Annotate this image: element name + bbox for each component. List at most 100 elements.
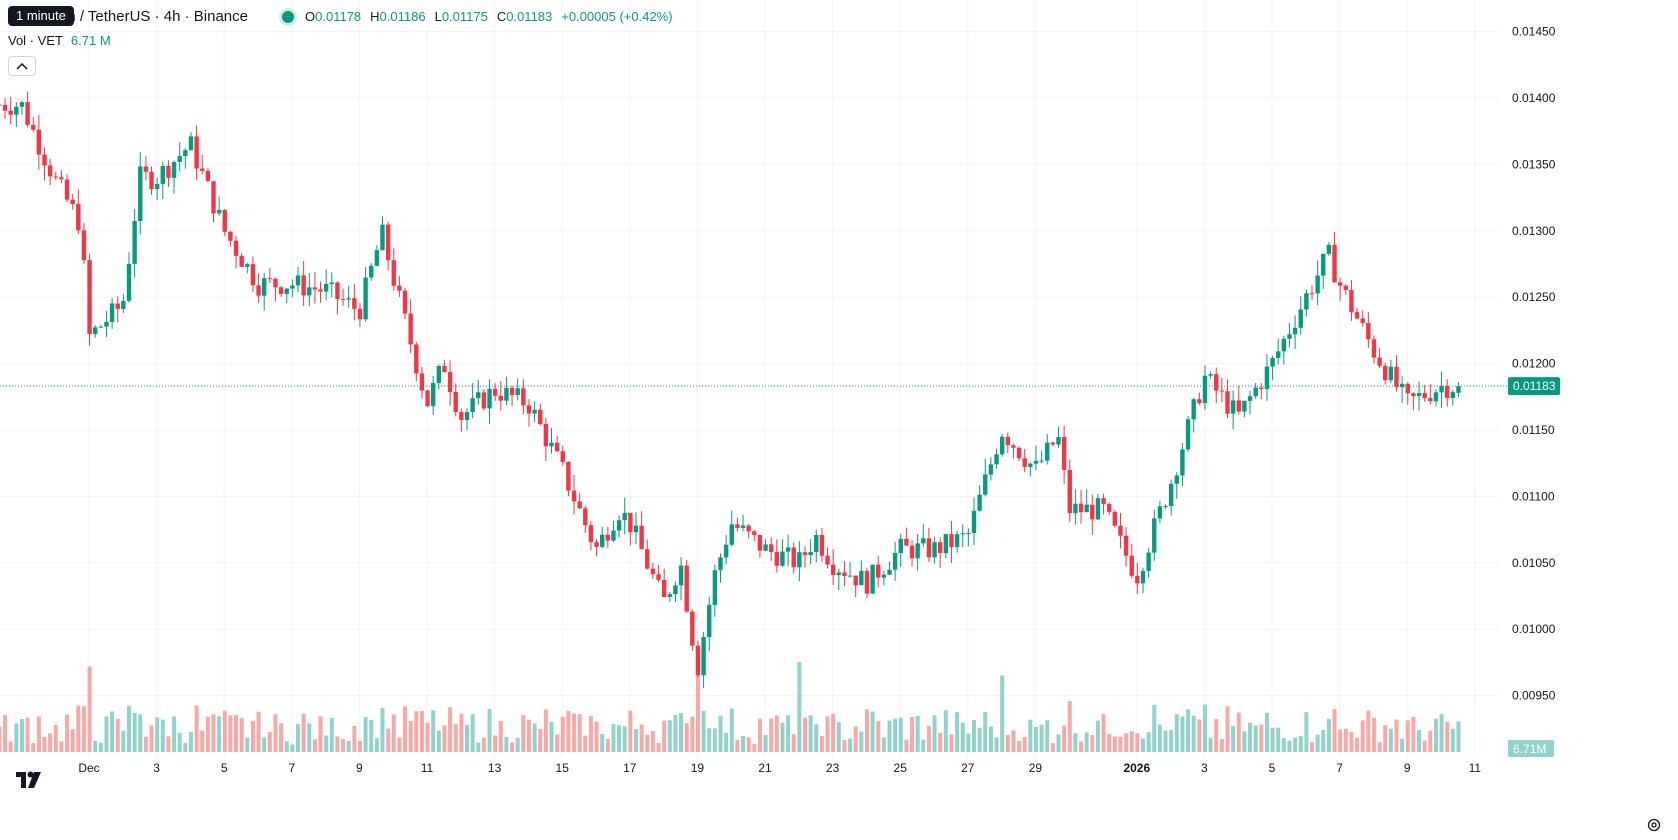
candle-body (1140, 570, 1146, 584)
candle-body (47, 165, 53, 177)
candle-body (673, 585, 678, 595)
market-status-icon[interactable] (282, 11, 294, 23)
candle-body (836, 572, 841, 575)
volume-bar (1281, 738, 1286, 752)
volume-bar (707, 728, 712, 752)
candle-body (1011, 445, 1016, 448)
volume-bar (667, 720, 672, 752)
volume-bar (904, 739, 909, 752)
candle-body (842, 572, 847, 576)
volume-bar (70, 729, 75, 752)
candle-body (583, 508, 588, 526)
volume-bar (1293, 737, 1298, 752)
volume-bar (341, 739, 346, 752)
volume-bar (1039, 724, 1044, 752)
candle-body (1236, 400, 1241, 412)
volume-bar (656, 743, 661, 752)
volume-bar (329, 718, 334, 752)
candle-body (1405, 383, 1410, 394)
volume-bar (155, 717, 160, 752)
volume-legend[interactable]: Vol · VET 6.71 M (8, 32, 111, 50)
volume-bar (735, 739, 740, 752)
candle-body (543, 424, 549, 447)
candle-body (76, 204, 81, 231)
candle-body (459, 412, 464, 420)
candle-body (25, 102, 30, 125)
candle-body (594, 542, 599, 547)
volume-bar (194, 705, 199, 752)
settings-gear-icon[interactable] (1646, 817, 1662, 833)
volume-bar (177, 732, 182, 752)
volume-bar (1152, 704, 1157, 752)
candle-body (369, 265, 374, 278)
candle-body (1146, 552, 1151, 571)
candle-body (560, 451, 565, 462)
volume-bar (279, 723, 284, 752)
volume-bar (273, 714, 278, 752)
candle-body (149, 171, 154, 190)
volume-bar (1242, 731, 1247, 752)
volume-bar (228, 715, 233, 752)
volume-bar (679, 713, 684, 752)
volume-bar (555, 734, 560, 752)
volume-bar (470, 714, 475, 752)
candle-body (633, 525, 639, 533)
candle-body (999, 436, 1005, 455)
volume-bar (357, 740, 362, 752)
low-value: 0.01175 (441, 9, 488, 24)
candle-body (374, 250, 380, 266)
volume-bar (369, 719, 374, 752)
candle-body (1275, 351, 1281, 358)
volume-bar (414, 711, 419, 752)
candle-body (70, 199, 75, 205)
volume-bar (808, 715, 813, 752)
candle-body (1157, 506, 1163, 519)
volume-bar (1028, 719, 1033, 752)
price-tick-label: 0.01150 (1512, 423, 1555, 437)
candle-body (645, 549, 650, 569)
candle-body (335, 282, 340, 299)
volume-axis-label: 6.71M (1513, 742, 1546, 756)
candle-body (171, 161, 177, 178)
volume-bar (3, 715, 8, 752)
volume-bar (893, 718, 898, 752)
volume-bar (318, 716, 323, 752)
volume-bar (143, 736, 148, 752)
candle-body (690, 611, 695, 646)
volume-bar (301, 713, 306, 752)
candle-body (442, 365, 447, 372)
symbol-title[interactable]: in / TetherUS · 4h · Binance (64, 8, 248, 25)
volume-bar (386, 728, 391, 752)
volume-bar (1129, 731, 1134, 752)
candle-body (14, 106, 19, 115)
candle-body (1022, 458, 1027, 467)
candle-body (59, 177, 64, 180)
volume-bar (1017, 740, 1022, 752)
candle-body (470, 398, 475, 413)
time-tick-label: 2026 (1123, 761, 1150, 775)
candle-body (881, 574, 887, 578)
last-price-badge[interactable] (1508, 377, 1560, 396)
candle-body (1298, 309, 1303, 328)
candle-body (200, 168, 205, 171)
volume-bar (853, 726, 858, 752)
volume-bar (76, 705, 81, 752)
candle-body (1366, 322, 1371, 340)
candle-body (64, 179, 70, 200)
volume-bar (1236, 712, 1241, 752)
volume-bar (1433, 718, 1438, 752)
volume-bar (915, 715, 920, 752)
candle-body (1101, 498, 1106, 504)
volume-bar (267, 731, 272, 752)
volume-bar (1011, 730, 1016, 752)
volume-bar (431, 710, 436, 752)
candle-body (1287, 334, 1292, 339)
volume-bar (1253, 725, 1258, 752)
volume-badge[interactable] (1508, 740, 1554, 757)
candle-body (847, 575, 853, 577)
tradingview-logo-icon[interactable] (14, 768, 46, 790)
candle-body (1095, 498, 1101, 520)
collapse-legend-button[interactable] (8, 56, 36, 76)
